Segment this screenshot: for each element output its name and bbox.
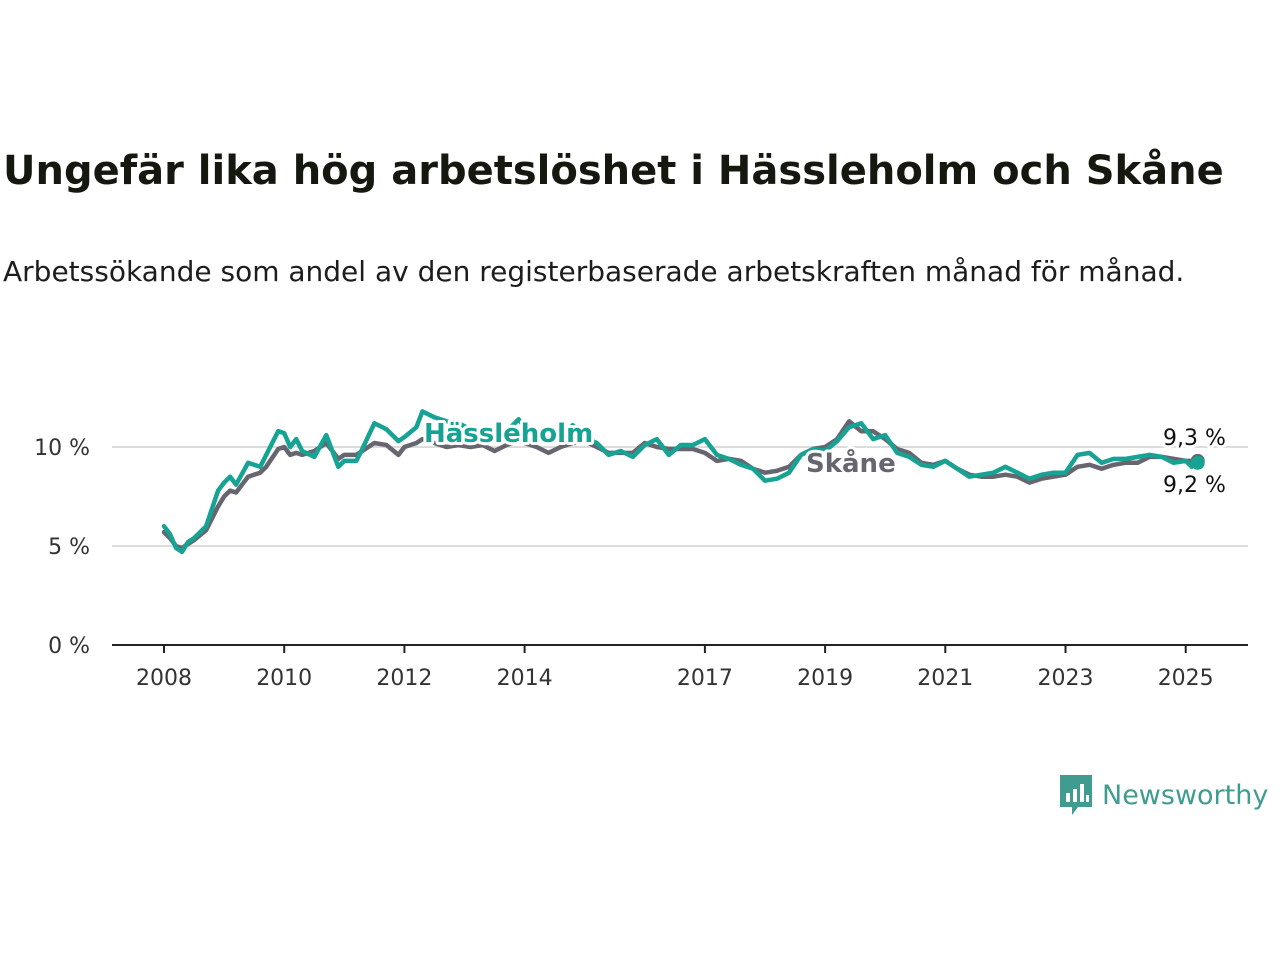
- chart-title: Ungefär lika hög arbetslöshet i Hässleho…: [3, 148, 1224, 194]
- x-tick-label: 2014: [497, 666, 553, 691]
- series-end-point: [1190, 455, 1205, 470]
- x-tick-label: 2021: [917, 666, 973, 691]
- y-tick-label: 5 %: [48, 535, 90, 560]
- x-tick-label: 2017: [677, 666, 733, 691]
- y-axis: 0 % 5 % 10 %: [34, 436, 90, 659]
- chart-subtitle: Arbetssökande som andel av den registerb…: [3, 255, 1185, 288]
- series-labels: Hässleholm Skåne 9,3 % 9,2 %: [421, 416, 1229, 501]
- y-tick-label: 0 %: [48, 634, 90, 659]
- x-tick-label: 2008: [136, 666, 192, 691]
- grid-lines: [112, 446, 1248, 547]
- series-lines: [161, 409, 1205, 555]
- x-tick-label: 2010: [256, 666, 312, 691]
- end-label-skane: 9,3 %: [1163, 426, 1226, 451]
- x-axis: 2008 2010 2012 2014 2017 2019 2021 2023 2025: [112, 644, 1248, 691]
- x-tick-label: 2012: [376, 666, 432, 691]
- end-label-hassleholm: 9,2 %: [1163, 473, 1226, 498]
- line-chart: 0 %5 %10 % 2008 2010 2012 2014 2017 2019 2021 2…: [34, 409, 1248, 691]
- brand-name: Newsworthy: [1102, 779, 1269, 811]
- newsworthy-chart-bubble-icon: [1060, 775, 1092, 815]
- x-tick-label: 2019: [797, 666, 853, 691]
- series-label-hassleholm: Hässleholm: [424, 419, 593, 449]
- x-tick-label: 2025: [1158, 666, 1214, 691]
- series-label-skane: Skåne: [806, 447, 896, 479]
- x-tick-label: 2023: [1038, 666, 1094, 691]
- series-line-skane: [161, 419, 1200, 551]
- series-line-hassleholm: [161, 409, 1200, 555]
- newsworthy-logo: Newsworthy: [1058, 773, 1268, 817]
- y-tick-label: 10 %: [34, 436, 90, 461]
